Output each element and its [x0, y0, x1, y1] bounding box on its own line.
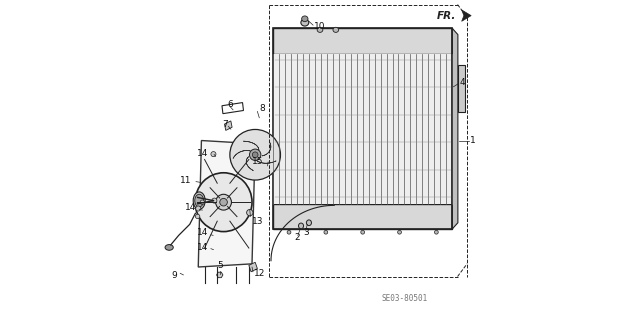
Text: 4: 4	[459, 78, 465, 86]
Ellipse shape	[397, 230, 401, 234]
Circle shape	[246, 210, 253, 216]
Bar	[273, 54, 452, 204]
Text: 14: 14	[197, 243, 209, 252]
Text: SE03-80501: SE03-80501	[381, 294, 428, 303]
Ellipse shape	[195, 194, 204, 207]
Polygon shape	[249, 262, 257, 272]
Circle shape	[220, 198, 227, 206]
Text: 11: 11	[180, 175, 192, 185]
Polygon shape	[216, 272, 223, 278]
Circle shape	[200, 200, 205, 204]
Ellipse shape	[317, 27, 323, 33]
Polygon shape	[262, 143, 271, 156]
Ellipse shape	[324, 230, 328, 234]
Circle shape	[211, 152, 216, 157]
Circle shape	[230, 130, 280, 180]
Ellipse shape	[195, 173, 252, 232]
Text: 3: 3	[303, 228, 309, 237]
Text: 8: 8	[259, 104, 265, 113]
Text: 10: 10	[314, 22, 325, 31]
Polygon shape	[452, 28, 458, 229]
Ellipse shape	[333, 27, 339, 33]
Text: 7: 7	[222, 120, 228, 129]
Polygon shape	[198, 141, 255, 267]
Circle shape	[195, 214, 200, 219]
Polygon shape	[233, 151, 251, 159]
Text: FR.: FR.	[436, 11, 456, 21]
Ellipse shape	[287, 230, 291, 234]
Polygon shape	[273, 28, 452, 54]
Ellipse shape	[361, 230, 365, 234]
Text: 12: 12	[253, 270, 265, 278]
Text: 15: 15	[252, 157, 264, 166]
Text: 2: 2	[294, 234, 300, 242]
Text: 14: 14	[185, 203, 196, 212]
Text: 14: 14	[197, 228, 209, 237]
Polygon shape	[256, 160, 276, 163]
Circle shape	[250, 149, 261, 160]
Circle shape	[212, 198, 217, 203]
Ellipse shape	[435, 230, 438, 234]
Circle shape	[196, 206, 201, 211]
Polygon shape	[246, 157, 253, 171]
Polygon shape	[273, 204, 452, 229]
Polygon shape	[243, 141, 259, 151]
Ellipse shape	[301, 19, 308, 26]
Text: 9: 9	[172, 271, 177, 280]
Polygon shape	[225, 121, 232, 130]
Ellipse shape	[307, 220, 312, 226]
Text: 5: 5	[217, 261, 223, 270]
Ellipse shape	[301, 16, 308, 22]
Ellipse shape	[193, 192, 205, 209]
Polygon shape	[461, 10, 471, 21]
Ellipse shape	[165, 245, 173, 250]
Circle shape	[216, 194, 232, 210]
Text: 13: 13	[252, 217, 264, 226]
Text: 14: 14	[197, 149, 209, 158]
Ellipse shape	[298, 223, 303, 229]
Text: 6: 6	[228, 100, 234, 109]
Text: 1: 1	[470, 136, 476, 145]
Bar	[458, 65, 465, 112]
Circle shape	[252, 152, 258, 158]
